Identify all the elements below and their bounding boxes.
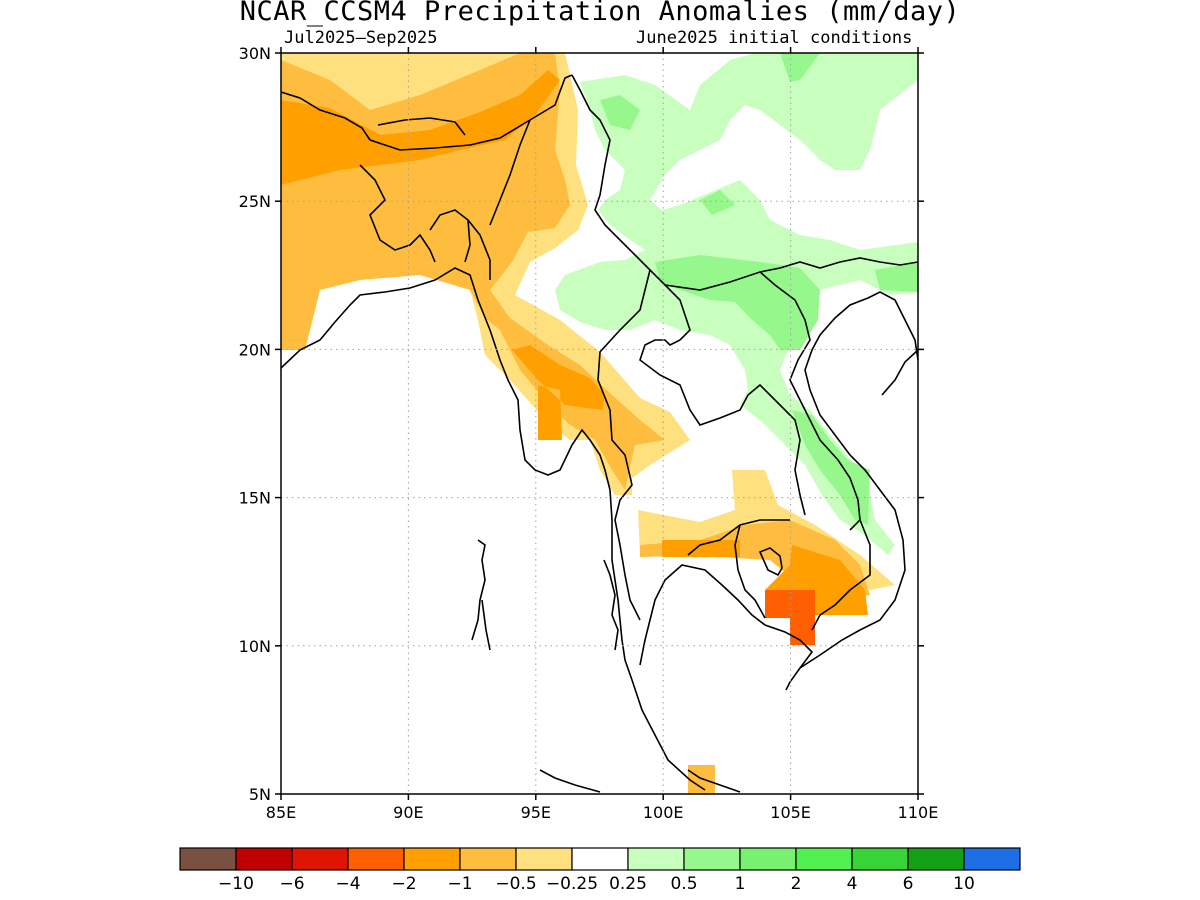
colorbar-swatch [963, 847, 1021, 871]
shade-dark-orange-thai [662, 540, 740, 557]
shade-light-green-north [555, 53, 918, 555]
y-tick-label: 10N [239, 637, 271, 656]
shade-medium-green-laos [655, 255, 820, 350]
y-tick-label: 5N [249, 785, 271, 804]
coastline-vietnam [799, 291, 918, 669]
x-tick-label: 100E [643, 803, 684, 822]
colorbar-label: −10 [218, 874, 254, 894]
colorbar-label: −6 [279, 874, 304, 894]
tonle-sap-lake [758, 547, 783, 577]
coastline-malaysia [539, 769, 741, 793]
shade-light-orange-north2 [365, 53, 500, 95]
shade-red-orange-cambodia [765, 590, 815, 645]
x-tick-label: 110E [898, 803, 939, 822]
colorbar-swatch [235, 847, 293, 871]
shade-medium-green-north [600, 53, 918, 292]
colorbar-label: −2 [391, 874, 416, 894]
border-myanmar-china [571, 74, 918, 291]
y-tick-label: 20N [239, 340, 271, 359]
y-tick-label: 30N [239, 44, 271, 63]
border-myanmar-thailand [597, 269, 651, 621]
colorbar-label: 6 [903, 874, 914, 894]
border-bhutan-india [377, 117, 466, 136]
shade-dark-orange-myanmar [512, 345, 605, 440]
shade-medium-green-vietnam [792, 410, 870, 525]
y-tick-label: 25N [239, 192, 271, 211]
colorbar-label: 2 [791, 874, 802, 894]
map-frame [280, 52, 919, 795]
anomaly-shading [281, 53, 918, 794]
coastline-india-bangladesh-myanmar [281, 267, 706, 791]
coastlines-and-borders [281, 74, 918, 793]
x-tick-label: 105E [770, 803, 811, 822]
colorbar-swatch [347, 847, 405, 871]
x-tick-label: 85E [266, 803, 296, 822]
colorbar-swatch [795, 847, 853, 871]
colorbar-label: −0.25 [546, 874, 598, 894]
colorbar-label: 0.5 [670, 874, 697, 894]
colorbar-label: 0.25 [609, 874, 647, 894]
colorbar-swatch [571, 847, 629, 871]
colorbar-label: −4 [335, 874, 360, 894]
colorbar-swatch [459, 847, 517, 871]
border-laos-vietnam [759, 271, 861, 531]
colorbar-swatch [179, 847, 237, 871]
y-tick-label: 15N [239, 489, 271, 508]
colorbar-label: −1 [447, 874, 472, 894]
andaman-islands [471, 539, 491, 651]
colorbar-swatch [627, 847, 685, 871]
border-nepal-india [281, 91, 371, 141]
colorbar-label: −0.5 [495, 874, 536, 894]
colorbar-swatch [851, 847, 909, 871]
colorbar-swatch [907, 847, 965, 871]
colorbar-swatch [683, 847, 741, 871]
map-axes: 85E 90E 95E 100E 105E 110E 5N 10N 15N 20N 25N 30N [239, 44, 939, 822]
colorbar-swatch [739, 847, 797, 871]
shade-dark-orange-north [281, 70, 560, 185]
mergui-archipelago [603, 559, 619, 651]
x-tick-label: 95E [521, 803, 551, 822]
border-bangladesh [359, 164, 471, 263]
colorbar-label: 1 [735, 874, 746, 894]
coastline-thailand-gulf [639, 564, 814, 691]
chart-title: NCAR_CCSM4 Precipitation Anomalies (mm/d… [239, 0, 961, 27]
border-cambodia [734, 519, 871, 631]
shade-medium-orange-malaysia [688, 765, 715, 794]
colorbar-swatch [403, 847, 461, 871]
initial-conditions-subtitle: June2025 initial conditions [636, 28, 913, 48]
border-india-china [369, 74, 573, 151]
colorbar-swatch [291, 847, 349, 871]
colorbar-label: 10 [953, 874, 975, 894]
colorbar: −10 −6 −4 −2 −1 −0.5 −0.25 0.25 0.5 1 2 4 6 10 [179, 847, 1021, 894]
colorbar-swatch [515, 847, 573, 871]
period-subtitle: Jul2025–Sep2025 [284, 28, 438, 48]
coastline-china-south [881, 349, 918, 396]
border-myanmar-india [467, 119, 531, 280]
x-tick-label: 90E [393, 803, 423, 822]
border-laos-thailand [639, 284, 806, 556]
colorbar-label: 4 [847, 874, 858, 894]
